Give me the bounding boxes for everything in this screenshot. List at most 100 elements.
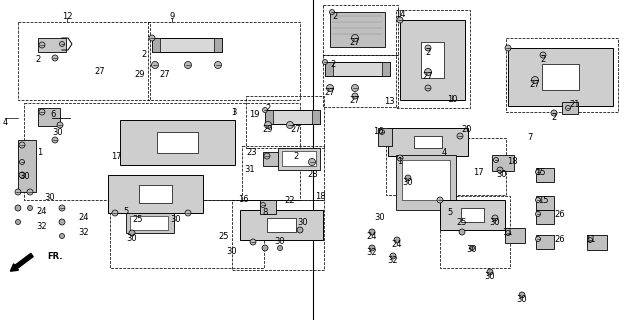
Text: FR.: FR. [47,252,63,261]
Text: 30: 30 [485,272,495,281]
Bar [505,228,525,243]
Ellipse shape [493,157,498,163]
Text: 27: 27 [95,67,105,76]
Ellipse shape [184,61,191,68]
Ellipse shape [263,108,268,113]
Text: 5: 5 [448,208,453,217]
Bar [130,216,168,230]
Ellipse shape [52,55,58,61]
Ellipse shape [352,84,359,92]
Bar [508,48,613,106]
Bar [312,110,320,124]
Text: 2: 2 [35,55,41,64]
Ellipse shape [424,68,431,76]
Ellipse shape [265,122,271,129]
Ellipse shape [214,61,221,68]
Ellipse shape [330,10,334,14]
Bar [152,38,222,52]
Ellipse shape [264,153,270,159]
Text: 15: 15 [538,196,548,205]
Bar [396,155,456,210]
Ellipse shape [60,42,65,46]
Ellipse shape [19,142,25,148]
Ellipse shape [487,269,493,275]
Ellipse shape [352,35,359,42]
Ellipse shape [15,205,21,211]
Bar [265,110,320,124]
Ellipse shape [260,203,265,207]
Ellipse shape [112,210,118,216]
Bar [536,210,554,224]
Text: 16: 16 [372,127,383,136]
Bar [536,168,554,182]
Bar [536,235,554,249]
Ellipse shape [19,159,24,164]
Bar [24,103,300,200]
Bar [382,62,390,76]
Text: 1: 1 [398,157,403,166]
Ellipse shape [379,130,384,134]
Bar [325,62,390,76]
Text: 18: 18 [315,192,325,201]
Bar [18,140,36,192]
Bar [282,151,316,166]
Text: 30: 30 [127,234,137,243]
Ellipse shape [566,106,571,110]
Text: 26: 26 [555,235,566,244]
Bar [323,5,398,55]
Text: 9: 9 [169,12,175,21]
Text: 30: 30 [466,245,477,254]
Bar [396,10,470,108]
Bar [402,160,450,200]
Bar [323,55,398,107]
Bar [157,132,198,153]
Bar [492,155,514,171]
Ellipse shape [297,227,303,233]
Bar [461,208,484,222]
Bar [260,200,276,214]
Text: 24: 24 [79,213,89,222]
Text: 30: 30 [490,218,500,227]
Ellipse shape [437,197,443,203]
Text: 27: 27 [291,125,302,134]
Bar [263,152,281,166]
Text: 30: 30 [375,213,386,222]
Ellipse shape [27,189,33,195]
Text: 6: 6 [50,110,56,119]
Ellipse shape [322,60,327,65]
Text: 32: 32 [387,256,398,265]
Bar [536,196,554,210]
Ellipse shape [505,45,511,51]
Ellipse shape [425,85,431,91]
Ellipse shape [327,84,334,92]
Text: 30: 30 [403,178,413,187]
Text: 26: 26 [555,210,566,219]
Bar [120,120,235,165]
Text: 30: 30 [227,247,237,256]
Text: 22: 22 [285,196,295,205]
Ellipse shape [15,189,21,195]
Bar [18,22,150,100]
Ellipse shape [308,158,315,165]
Text: 30: 30 [19,172,30,181]
Bar [440,200,505,230]
Text: 32: 32 [37,222,47,231]
Bar [38,38,66,52]
Text: 27: 27 [530,80,540,89]
Text: 29: 29 [263,125,273,134]
Ellipse shape [57,122,63,128]
Ellipse shape [149,35,155,41]
Bar [330,12,385,47]
Ellipse shape [397,17,403,23]
Text: 1: 1 [38,148,43,157]
Bar [214,38,222,52]
Text: 2: 2 [265,104,271,113]
Text: 23: 23 [246,148,257,157]
Ellipse shape [287,122,293,129]
Text: 15: 15 [535,168,545,177]
Ellipse shape [28,205,33,211]
Text: 30: 30 [517,295,527,304]
Bar [414,136,442,148]
Text: 2: 2 [330,60,335,69]
Text: 27: 27 [160,70,171,79]
